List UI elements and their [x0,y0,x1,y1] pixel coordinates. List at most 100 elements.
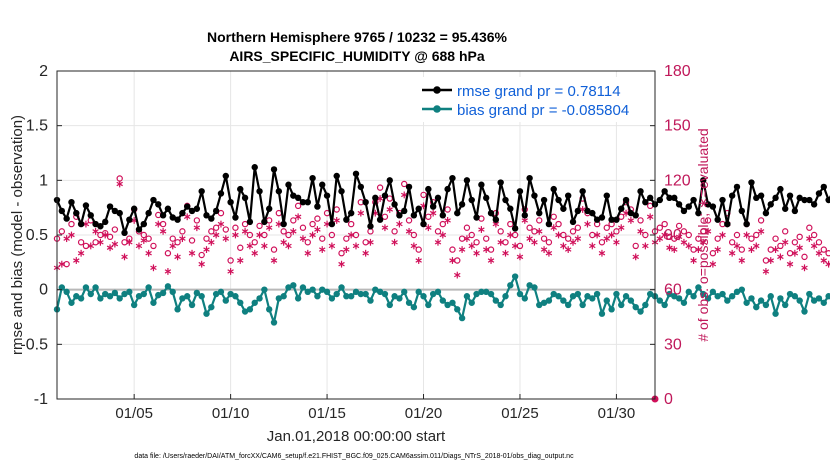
evaluated-marker-11-stroke-2 [106,245,114,250]
evaluated-marker-134-stroke-2 [699,240,707,245]
evaluated-marker-90 [487,257,495,264]
evaluated-marker-148-stroke-2 [767,258,774,263]
evaluated-marker-93-stroke-2 [502,251,509,256]
rmse-point-19 [145,209,152,217]
possible-marker-144 [748,235,755,242]
evaluated-marker-127 [666,244,673,252]
evaluated-marker-152-stroke-2 [786,261,794,267]
evaluated-marker-31 [203,246,210,253]
evaluated-marker-47-stroke-2 [280,240,287,245]
possible-marker-37 [232,224,239,231]
bias-point-62 [352,288,360,296]
bias-point-133 [695,284,702,291]
bias-point-137 [714,293,721,300]
evaluated-marker-102 [545,249,553,257]
evaluated-marker-120 [632,253,639,261]
evaluated-marker-77 [425,224,432,232]
evaluated-marker-73 [405,227,413,235]
evaluated-marker-65 [367,238,374,246]
evaluated-marker-71-stroke-2 [396,221,403,227]
rmse-point-117 [618,205,625,212]
rmse-point-56 [323,192,331,199]
rmse-point-158 [815,190,823,197]
bias-point-4 [73,293,80,300]
evaluated-marker-149-stroke-2 [772,247,779,252]
evaluated-marker-29 [193,224,201,232]
bias-point-7 [87,290,94,298]
possible-marker-31 [203,235,210,242]
bias-point-125 [656,297,664,304]
x-tick-label-5: 01/30 [598,405,636,422]
series-lines [53,164,830,326]
evaluated-marker-128-stroke-2 [671,247,678,252]
possible-marker-140 [728,239,736,246]
rmse-point-71 [396,212,403,219]
bias-point-119 [627,297,635,304]
evaluated-marker-72-stroke-2 [400,192,408,198]
evaluated-marker-158 [815,249,823,257]
evaluated-marker-142 [738,257,746,264]
x-tick-label-1: 01/10 [212,405,250,422]
rmse-point-131 [685,203,692,210]
rmse-point-133 [695,209,702,217]
evaluated-marker-150 [777,253,784,261]
bias-point-32 [208,303,215,311]
rmse-point-74 [410,212,418,219]
possible-marker-23 [164,250,172,257]
bias-point-45 [270,319,278,326]
possible-marker-2 [63,260,70,268]
evaluated-marker-125-stroke-2 [656,236,664,241]
evaluated-marker-51-stroke-2 [299,236,307,241]
evaluated-marker-53 [309,231,316,239]
possible-marker-19 [145,235,152,242]
left-tick-label-1: -0.5 [20,336,48,353]
bias-point-43 [261,286,268,293]
evaluated-marker-43-stroke-2 [261,243,268,249]
rmse-point-101 [540,196,548,204]
evaluated-marker-134 [699,238,707,246]
evaluated-marker-14-stroke-2 [121,254,128,260]
bias-point-138 [719,290,726,298]
evaluated-marker-147-stroke-2 [762,269,770,274]
bias-point-95 [511,273,519,280]
evaluated-marker-154 [796,244,803,252]
bias-point-160 [825,293,830,300]
evaluated-marker-157 [810,242,818,250]
rmse-point-110 [584,207,591,215]
evaluated-marker-131-stroke-2 [685,243,693,249]
evaluated-marker-87 [473,249,480,257]
bias-point-37 [232,293,239,300]
evaluated-marker-103-stroke-2 [550,225,557,230]
bias-point-23 [164,283,172,290]
evaluated-marker-68 [381,224,389,232]
x-tick-label-0: 01/05 [115,405,153,422]
evaluated-marker-36 [227,268,234,275]
evaluated-marker-96-stroke-2 [516,254,524,260]
evaluated-marker-57 [328,242,336,250]
bias-point-13 [116,295,123,302]
rmse-point-41 [251,164,258,171]
rmse-point-22 [159,212,167,219]
bias-point-21 [155,291,162,299]
rmse-point-77 [425,185,432,193]
possible-marker-121 [637,217,644,224]
evaluated-marker-65-stroke-2 [367,240,374,245]
bias-point-123 [646,290,654,298]
rmse-point-116 [613,216,620,223]
rmse-point-111 [589,209,596,217]
possible-marker-95 [511,231,519,239]
evaluated-marker-5-stroke-2 [77,251,85,256]
evaluated-marker-34-stroke-2 [217,221,225,227]
rmse-point-98 [526,174,533,182]
rmse-point-57 [328,220,336,228]
bias-point-144 [748,295,755,302]
bias-point-81 [444,301,451,309]
bias-point-136 [709,288,717,296]
bias-point-74 [410,303,418,311]
evaluated-marker-21-stroke-2 [155,221,162,227]
rmse-point-115 [608,216,615,223]
bias-point-35 [222,297,229,304]
evaluated-marker-26-stroke-2 [179,236,186,241]
evaluated-marker-61 [347,231,355,239]
possible-marker-84 [458,235,466,242]
